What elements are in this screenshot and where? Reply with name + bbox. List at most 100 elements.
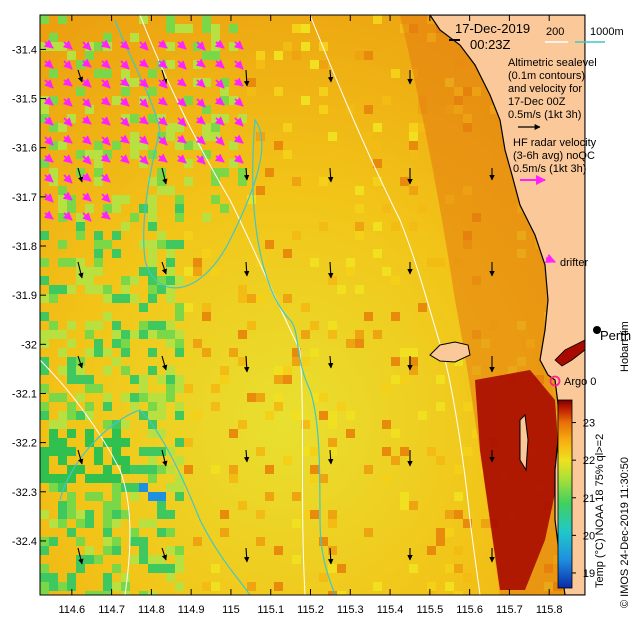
hf-radar-arrow bbox=[138, 135, 149, 145]
hf-radar-arrow bbox=[177, 117, 187, 127]
hf-radar-arrow bbox=[63, 174, 73, 184]
sst-cell bbox=[40, 330, 49, 339]
sst-cell bbox=[148, 474, 157, 483]
sst-cell bbox=[328, 564, 337, 573]
sst-cell bbox=[409, 501, 418, 510]
sst-cell bbox=[238, 285, 247, 294]
sst-cell bbox=[58, 411, 67, 420]
colorbar-tick-label: 20 bbox=[583, 530, 595, 542]
sst-cell bbox=[67, 411, 76, 420]
sst-cell bbox=[193, 537, 202, 546]
y-tick-label: -31.7 bbox=[12, 192, 37, 204]
sst-cell bbox=[373, 159, 382, 168]
sst-cell bbox=[112, 330, 121, 339]
sst-cell bbox=[130, 276, 139, 285]
sst-cell bbox=[220, 87, 229, 96]
sst-cell bbox=[283, 150, 292, 159]
sst-cell bbox=[121, 285, 130, 294]
sst-cell bbox=[121, 69, 130, 78]
sst-cell bbox=[328, 411, 337, 420]
sst-cell bbox=[121, 222, 130, 231]
velocity-arrow bbox=[243, 547, 250, 563]
sst-cell bbox=[58, 456, 67, 465]
velocity-arrow bbox=[243, 69, 250, 87]
sst-cell bbox=[355, 330, 364, 339]
sst-cell bbox=[148, 240, 157, 249]
colorbar-tick-label: 22 bbox=[583, 455, 595, 467]
sst-cell bbox=[58, 510, 67, 519]
sst-cell bbox=[58, 474, 67, 483]
sst-cell bbox=[157, 393, 166, 402]
sst-cell bbox=[49, 330, 58, 339]
hf-radar-arrow bbox=[233, 77, 244, 87]
sst-cell bbox=[202, 132, 211, 141]
sst-cell bbox=[103, 402, 112, 411]
sst-cell bbox=[130, 141, 139, 150]
sst-cell bbox=[121, 330, 130, 339]
sst-cell bbox=[85, 204, 94, 213]
sst-cell bbox=[148, 87, 157, 96]
sst-cell bbox=[337, 564, 346, 573]
sst-cell bbox=[148, 411, 157, 420]
sst-cell bbox=[229, 159, 238, 168]
sst-cell bbox=[94, 447, 103, 456]
hf-radar-arrow bbox=[43, 173, 54, 183]
sst-cell bbox=[346, 105, 355, 114]
hf-radar-arrow bbox=[63, 60, 73, 70]
velocity-arrow bbox=[77, 547, 84, 565]
sst-cell bbox=[85, 438, 94, 447]
sst-cell bbox=[103, 501, 112, 510]
hf-radar-arrow bbox=[62, 40, 73, 50]
sst-cell bbox=[175, 348, 184, 357]
sst-cell bbox=[85, 321, 94, 330]
sst-cell bbox=[247, 87, 256, 96]
altimetric-velocity-arrows bbox=[77, 69, 495, 565]
hf-radar-arrow bbox=[176, 97, 187, 107]
sst-cell bbox=[112, 231, 121, 240]
sst-cell bbox=[130, 330, 139, 339]
sst-cell bbox=[40, 465, 49, 474]
sst-cell bbox=[103, 528, 112, 537]
sst-cell bbox=[400, 501, 409, 510]
y-tick-label: -32.4 bbox=[12, 536, 37, 548]
sst-cell bbox=[157, 321, 166, 330]
sst-cell bbox=[400, 348, 409, 357]
sst-cell bbox=[274, 366, 283, 375]
sst-cell bbox=[49, 321, 58, 330]
sst-cell bbox=[292, 177, 301, 186]
sst-cell bbox=[319, 222, 328, 231]
sst-cell bbox=[310, 321, 319, 330]
sst-cell bbox=[283, 42, 292, 51]
sst-cell bbox=[319, 393, 328, 402]
sst-cell bbox=[148, 366, 157, 375]
sst-cell bbox=[211, 465, 220, 474]
sst-cell bbox=[130, 402, 139, 411]
sst-cell bbox=[130, 528, 139, 537]
legend-1000-label: 1000m bbox=[590, 26, 624, 38]
sst-cell bbox=[292, 411, 301, 420]
sst-cell bbox=[256, 393, 265, 402]
sst-cell bbox=[49, 438, 58, 447]
velocity-arrow bbox=[77, 261, 84, 279]
hf-radar-arrow bbox=[233, 134, 244, 144]
sst-cell bbox=[427, 546, 436, 555]
sst-cell bbox=[40, 582, 49, 591]
sst-cell bbox=[94, 384, 103, 393]
hf-radar-arrow bbox=[44, 193, 54, 203]
sst-cell bbox=[85, 492, 94, 501]
sst-cell bbox=[121, 195, 130, 204]
sst-cell bbox=[139, 384, 148, 393]
sst-cell bbox=[355, 204, 364, 213]
sst-cell bbox=[274, 141, 283, 150]
drifter-label: drifter bbox=[560, 257, 588, 269]
sst-cell bbox=[247, 582, 256, 591]
sst-cell bbox=[40, 447, 49, 456]
velocity-arrow bbox=[327, 167, 334, 183]
sst-cell bbox=[391, 312, 400, 321]
sst-cell bbox=[166, 573, 175, 582]
hf-radar-arrow bbox=[43, 153, 54, 163]
y-tick-label: -31.9 bbox=[12, 290, 37, 302]
sst-cell bbox=[436, 528, 445, 537]
sst-cell bbox=[463, 519, 472, 528]
sst-cell bbox=[256, 60, 265, 69]
